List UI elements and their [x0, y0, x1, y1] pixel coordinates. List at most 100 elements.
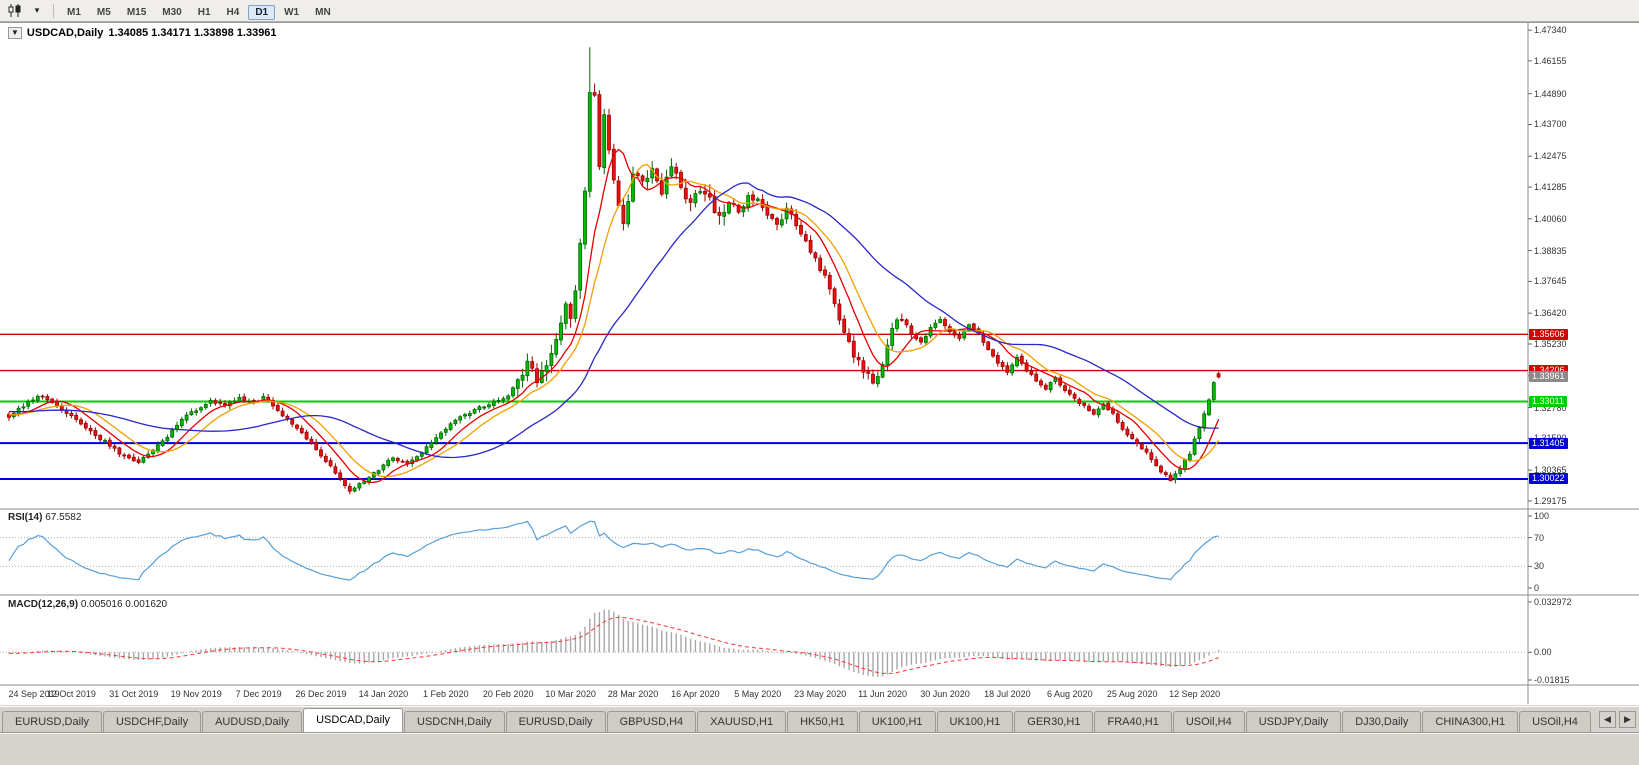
bull-candle	[170, 429, 175, 438]
bear-candle	[717, 211, 722, 216]
bull-candle	[1096, 408, 1101, 416]
bull-candle	[587, 92, 592, 192]
bull-candle	[477, 406, 482, 411]
bear-candle	[707, 193, 712, 198]
bear-candle	[568, 303, 573, 319]
tab-scroll-arrows: ◀ ▶	[1599, 711, 1636, 728]
chart-tab-CHINA300-H1[interactable]: CHINA300,H1	[1422, 711, 1519, 732]
bull-candle	[472, 409, 477, 414]
bear-candle	[93, 430, 98, 436]
bull-candle	[645, 177, 650, 183]
bear-candle	[765, 205, 770, 216]
bear-candle	[1024, 362, 1029, 372]
bull-candle	[928, 327, 933, 337]
timeframe-button-M1[interactable]: M1	[67, 6, 81, 18]
bull-candle	[559, 322, 563, 341]
chart-tab-UK100-H1[interactable]: UK100,H1	[936, 711, 1014, 732]
timeframe-button-D1[interactable]: D1	[248, 4, 276, 20]
toolbar: ▾ M1 M5 M15 M30 H1 H4 D1 W1 MN	[0, 0, 1639, 22]
chart-tab-USOil-H4[interactable]: USOil,H4	[1172, 711, 1245, 732]
tab-scroll-left-icon[interactable]: ◀	[1599, 711, 1616, 728]
chart-tab-USDCAD-Daily[interactable]: USDCAD,Daily	[303, 708, 404, 732]
bull-candle	[554, 338, 559, 355]
bull-candle	[631, 173, 635, 202]
chart-tab-EURUSD-Daily[interactable]: EURUSD,Daily	[2, 711, 102, 732]
timeframe-button-M30[interactable]: M30	[162, 6, 182, 18]
bear-candle	[1149, 452, 1154, 460]
bear-candle	[909, 325, 914, 335]
bull-candle	[357, 483, 362, 489]
bear-candle	[688, 198, 693, 203]
bull-candle	[16, 407, 21, 415]
bull-candle	[453, 419, 458, 425]
chart-type-dropdown-icon[interactable]: ▾	[34, 5, 40, 15]
chart-tab-XAUUSD-H1[interactable]: XAUUSD,H1	[697, 711, 787, 732]
bear-candle	[679, 171, 683, 188]
bull-candle	[165, 436, 170, 442]
bear-candle	[338, 472, 343, 479]
chart-tab-UK100-H1[interactable]: UK100,H1	[858, 711, 936, 732]
bull-candle	[1197, 427, 1202, 439]
bear-candle	[621, 204, 626, 224]
bull-candle	[755, 198, 760, 201]
bear-candle	[1043, 384, 1048, 390]
chart-tab-FRA40-H1[interactable]: FRA40,H1	[1094, 711, 1172, 732]
bull-candle	[664, 176, 669, 195]
bear-candle	[1125, 428, 1130, 436]
timeframe-button-W1[interactable]: W1	[284, 6, 300, 18]
chart-area-background	[0, 22, 1639, 705]
timeframe-button-M5[interactable]: M5	[96, 6, 111, 18]
bear-candle	[823, 269, 827, 276]
bear-candle	[635, 172, 640, 177]
chart-tab-GER30-H1[interactable]: GER30,H1	[1014, 711, 1094, 732]
chart-tab-AUDUSD-Daily[interactable]: AUDUSD,Daily	[202, 711, 303, 732]
timeframe-button-MN[interactable]: MN	[315, 6, 331, 18]
timeframe-button-H4[interactable]: H4	[226, 6, 240, 18]
bear-candle	[818, 257, 823, 271]
bull-candle	[160, 440, 165, 446]
bull-candle	[1015, 356, 1019, 367]
timeframe-button-H1[interactable]: H1	[197, 6, 211, 18]
bear-candle	[899, 318, 904, 321]
chart-tab-EURUSD-Daily[interactable]: EURUSD,Daily	[505, 711, 606, 732]
bear-candle	[323, 455, 328, 462]
chart-tab-USDJPY-Daily[interactable]: USDJPY,Daily	[1245, 711, 1342, 732]
bull-candle	[1048, 382, 1053, 391]
bear-candle	[837, 303, 842, 321]
timeframe-button-M15[interactable]: M15	[126, 6, 147, 18]
chart-tab-USDCNH-Daily[interactable]: USDCNH,Daily	[404, 711, 505, 732]
bull-candle	[26, 401, 31, 407]
bull-candle	[487, 404, 491, 408]
bull-candle	[443, 428, 448, 433]
bear-candle	[1000, 362, 1005, 367]
chart-type-icon[interactable]	[4, 2, 26, 20]
bear-candle	[1135, 439, 1139, 445]
bull-candle	[467, 413, 472, 416]
bear-candle	[343, 478, 347, 486]
chart-tab-DJ30-Daily[interactable]: DJ30,Daily	[1342, 711, 1422, 732]
bear-candle	[607, 114, 611, 151]
bull-candle	[506, 395, 511, 400]
bear-candle	[242, 396, 247, 402]
bear-candle	[851, 340, 856, 358]
bear-candle	[55, 401, 59, 406]
bear-candle	[1139, 443, 1144, 450]
bull-candle	[1178, 468, 1183, 475]
moving-average-line	[8, 148, 1220, 484]
status-bar	[0, 732, 1639, 765]
bull-candle	[549, 352, 554, 366]
chart-tab-bar: EURUSD,Daily USDCHF,Daily AUDUSD,Daily USDC…	[0, 706, 1639, 732]
bull-candle	[784, 207, 789, 220]
tab-scroll-right-icon[interactable]: ▶	[1619, 711, 1636, 728]
chart-tab-HK50-H1[interactable]: HK50,H1	[787, 711, 858, 732]
bear-candle	[535, 368, 539, 384]
bear-candle	[1063, 385, 1067, 391]
bear-candle	[866, 371, 871, 374]
chart-tab-GBPUSD-H4[interactable]: GBPUSD,H4	[606, 711, 697, 732]
bear-candle	[107, 439, 112, 447]
bear-candle	[295, 424, 299, 429]
bull-candle	[669, 166, 674, 177]
chart-tab-USDCHF-Daily[interactable]: USDCHF,Daily	[102, 711, 202, 732]
chart-tab-USOil-H4[interactable]: USOil,H4	[1519, 711, 1591, 732]
